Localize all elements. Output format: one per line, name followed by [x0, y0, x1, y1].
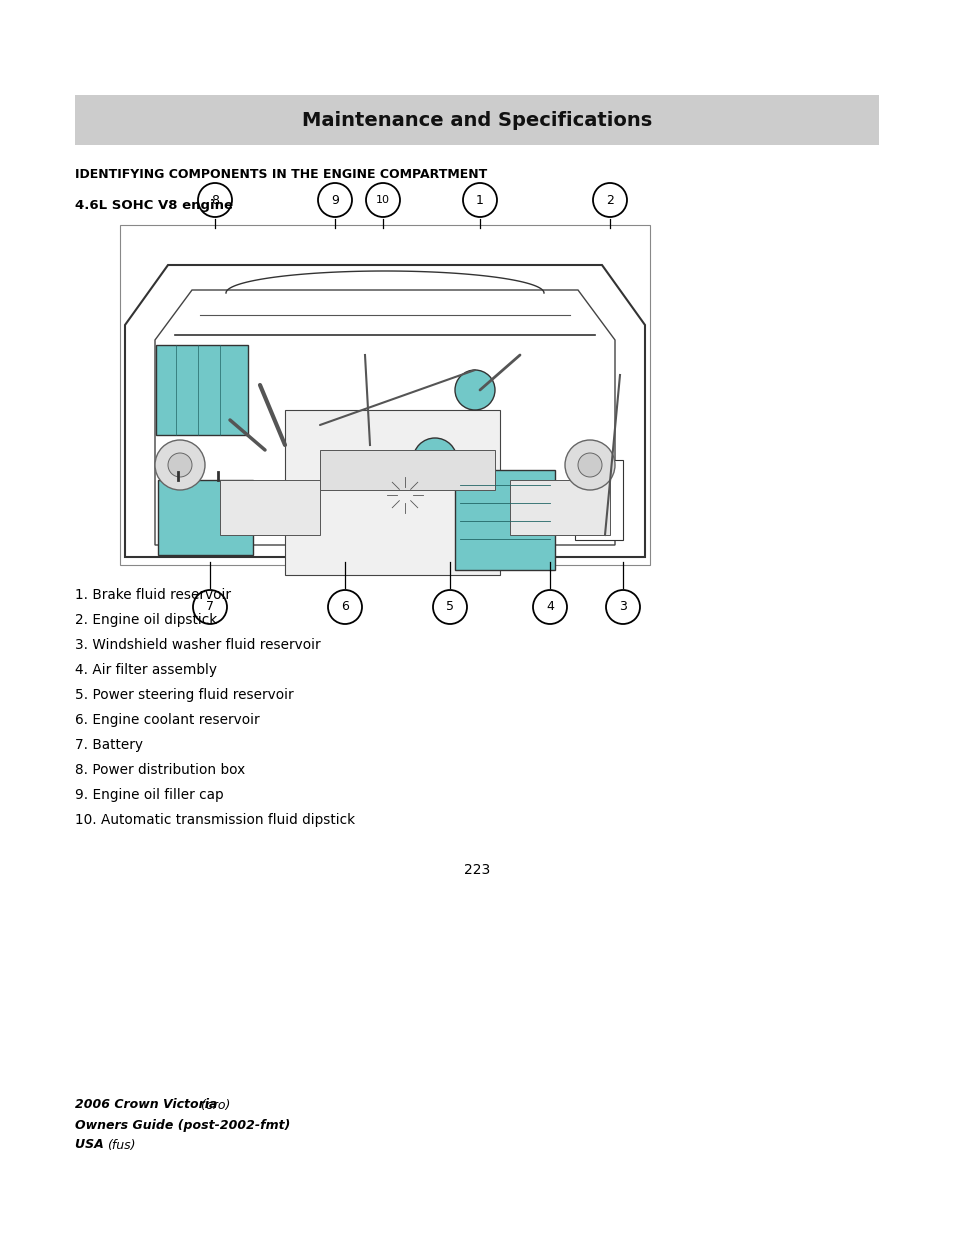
Text: 4: 4: [545, 600, 554, 614]
Text: 9. Engine oil filler cap: 9. Engine oil filler cap: [75, 788, 223, 802]
Circle shape: [332, 412, 357, 438]
Text: 6. Engine coolant reservoir: 6. Engine coolant reservoir: [75, 713, 259, 727]
Text: 4.6L SOHC V8 engine: 4.6L SOHC V8 engine: [75, 199, 233, 211]
Circle shape: [413, 438, 456, 482]
Text: IDENTIFYING COMPONENTS IN THE ENGINE COMPARTMENT: IDENTIFYING COMPONENTS IN THE ENGINE COM…: [75, 168, 487, 182]
Bar: [510, 480, 609, 535]
Text: 7: 7: [206, 600, 213, 614]
Circle shape: [605, 590, 639, 624]
Text: (cro): (cro): [196, 1098, 230, 1112]
Text: 2006 Crown Victoria: 2006 Crown Victoria: [75, 1098, 217, 1112]
Text: 8: 8: [211, 194, 219, 206]
Circle shape: [533, 590, 566, 624]
Text: 6: 6: [341, 600, 349, 614]
Circle shape: [578, 453, 601, 477]
Bar: [158, 480, 253, 555]
Circle shape: [564, 440, 615, 490]
Circle shape: [455, 370, 495, 410]
Text: 223: 223: [463, 863, 490, 877]
Circle shape: [433, 590, 467, 624]
Bar: [302, 471, 390, 538]
Bar: [285, 410, 499, 576]
Text: 2. Engine oil dipstick: 2. Engine oil dipstick: [75, 613, 217, 627]
Text: (fus): (fus): [107, 1139, 135, 1151]
Text: 5. Power steering fluid reservoir: 5. Power steering fluid reservoir: [75, 688, 294, 701]
Bar: [156, 345, 248, 435]
Circle shape: [198, 183, 232, 217]
Text: 10: 10: [375, 195, 390, 205]
Bar: [455, 471, 555, 571]
Circle shape: [593, 183, 626, 217]
Text: 1. Brake fluid reservoir: 1. Brake fluid reservoir: [75, 588, 231, 601]
Circle shape: [168, 453, 192, 477]
Text: Maintenance and Specifications: Maintenance and Specifications: [301, 110, 652, 130]
Circle shape: [317, 183, 352, 217]
Text: USA: USA: [75, 1139, 108, 1151]
Text: 8. Power distribution box: 8. Power distribution box: [75, 763, 245, 777]
Text: 3. Windshield washer fluid reservoir: 3. Windshield washer fluid reservoir: [75, 638, 320, 652]
Circle shape: [397, 488, 412, 501]
Text: 10. Automatic transmission fluid dipstick: 10. Automatic transmission fluid dipstic…: [75, 813, 355, 827]
Text: 5: 5: [446, 600, 454, 614]
Bar: [120, 225, 649, 564]
Text: 7. Battery: 7. Battery: [75, 739, 143, 752]
Text: 4. Air filter assembly: 4. Air filter assembly: [75, 663, 216, 677]
Circle shape: [154, 440, 205, 490]
Circle shape: [462, 183, 497, 217]
Text: 3: 3: [618, 600, 626, 614]
Text: Owners Guide (post-2002-fmt): Owners Guide (post-2002-fmt): [75, 1119, 290, 1131]
Bar: [575, 459, 622, 540]
Text: 2: 2: [605, 194, 614, 206]
Circle shape: [366, 183, 399, 217]
Bar: [220, 480, 319, 535]
Text: 9: 9: [331, 194, 338, 206]
Bar: [75, 95, 878, 144]
Text: 1: 1: [476, 194, 483, 206]
Circle shape: [328, 590, 361, 624]
Bar: [319, 450, 495, 490]
Circle shape: [193, 590, 227, 624]
